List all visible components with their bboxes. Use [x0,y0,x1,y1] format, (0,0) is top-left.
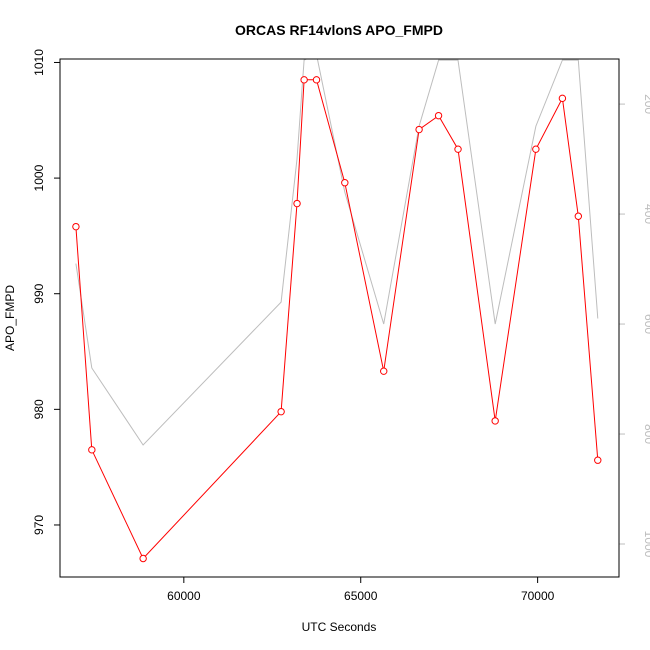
y-tick-label: 970 [32,515,46,535]
y2-tick-label: 200 [642,94,650,114]
data-point [434,111,443,120]
y2-tick-label: 600 [642,314,650,334]
y2-tick-label: 800 [642,424,650,444]
data-point [491,417,499,425]
data-point [341,179,349,187]
chart-title: ORCAS RF14vlonS APO_FMPD [235,22,443,38]
data-point [532,145,540,153]
y-tick-label: 980 [32,399,46,419]
data-point [574,212,583,220]
data-point [454,145,462,153]
data-point [139,554,147,563]
data-point [300,76,308,84]
data-point [88,446,96,454]
x-tick-label: 60000 [167,589,201,603]
plot-frame [59,58,620,578]
data-point [293,199,301,208]
x-tick-label: 70000 [521,589,555,603]
x-tick-label: 65000 [344,589,378,603]
data-point [594,456,602,464]
y-tick-label: 990 [32,283,46,303]
data-point [415,125,423,134]
data-point [380,367,388,375]
data-point [277,407,285,416]
series-line-right [75,59,599,446]
y-axis-label: APO_FMPD [3,285,17,351]
y-tick-label: 1000 [32,164,46,191]
data-point [312,76,321,84]
data-point [72,222,80,231]
y-tick-label: 1010 [32,49,46,76]
x-axis-label: UTC Seconds [302,620,377,634]
y2-tick-label: 400 [642,204,650,224]
y2-tick-label: 1000 [642,531,650,558]
data-point [558,94,567,103]
